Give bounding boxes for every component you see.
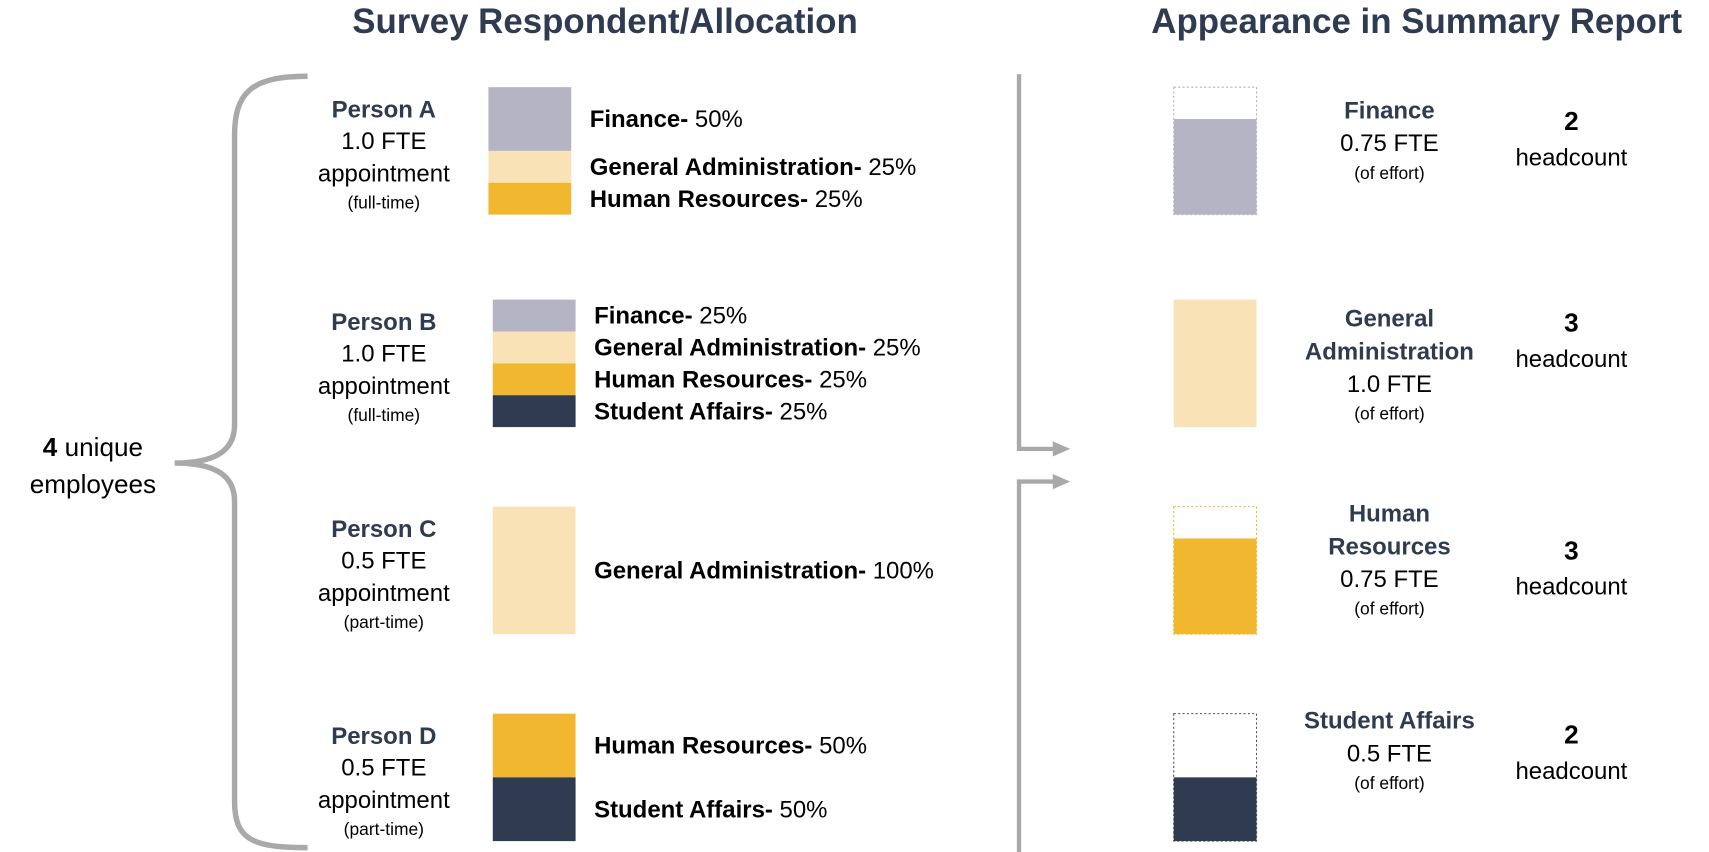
allocation-segment (492, 299, 576, 332)
percent: 25% (780, 399, 828, 426)
person-fte: 1.0 FTE (341, 341, 426, 368)
summary-note: (of effort) (1354, 773, 1424, 793)
percent: 50% (780, 797, 828, 824)
department: Human Resources- (594, 367, 812, 394)
connector (1016, 479, 1055, 852)
headcount-number: 2 (1564, 719, 1579, 749)
allocation-segment (492, 506, 576, 635)
percent: 25% (868, 154, 916, 181)
department-name: Administration (1305, 338, 1474, 365)
brace-label-2: employees (30, 469, 156, 499)
department: General Administration- (590, 154, 862, 181)
count: 4 (43, 432, 58, 462)
person-name: Person D (331, 723, 436, 750)
summary-fte: 0.5 FTE (1347, 740, 1432, 767)
headcount-number: 3 (1564, 308, 1579, 338)
person-name: Person B (331, 309, 436, 336)
allocation-label: Human Resources- 25% (590, 186, 863, 213)
capacity-outline (1173, 713, 1258, 842)
person-type: (full-time) (348, 192, 421, 212)
allocation-segment (488, 182, 572, 215)
person-type: (full-time) (348, 405, 421, 425)
summary-fte: 1.0 FTE (1347, 371, 1432, 398)
summary-note: (of effort) (1354, 599, 1424, 619)
department: Human Resources- (594, 733, 812, 760)
headcount-label: headcount (1515, 574, 1627, 601)
headcount-number: 2 (1564, 106, 1579, 136)
headcount-label: headcount (1515, 758, 1627, 785)
allocation-label: Finance- 50% (590, 107, 743, 134)
percent: 25% (819, 367, 867, 394)
right-title: Appearance in Summary Report (1151, 2, 1682, 41)
department-name: General (1345, 306, 1434, 333)
person-appointment: appointment (318, 373, 450, 400)
allocation-label: General Administration- 25% (590, 154, 917, 181)
person-fte: 1.0 FTE (341, 128, 426, 155)
arrowhead (1052, 441, 1071, 457)
headcount-number: 3 (1564, 535, 1579, 565)
allocation-label: Human Resources- 50% (594, 733, 867, 760)
allocation-segment (492, 777, 576, 842)
percent: 25% (873, 335, 921, 362)
allocation-label: General Administration- 25% (594, 335, 921, 362)
person-fte: 0.5 FTE (341, 548, 426, 575)
percent: 100% (873, 558, 934, 585)
department-name: Resources (1328, 533, 1451, 560)
summary-note: (of effort) (1354, 163, 1424, 183)
percent: 50% (819, 733, 867, 760)
department: Human Resources- (590, 186, 808, 213)
capacity-outline (1173, 506, 1258, 635)
person-appointment: appointment (318, 787, 450, 814)
connector (1016, 74, 1055, 452)
summary-bar (1173, 299, 1257, 428)
allocation-label: Human Resources- 25% (594, 367, 867, 394)
allocation-label: Student Affairs- 25% (594, 399, 827, 426)
percent: 25% (815, 186, 863, 213)
department-name: Human (1349, 501, 1430, 528)
department: Student Affairs- (594, 399, 773, 426)
summary-fte: 0.75 FTE (1340, 130, 1439, 157)
summary-bar (1173, 777, 1257, 842)
department-name: Student Affairs (1304, 708, 1475, 735)
department: General Administration- (594, 335, 866, 362)
person-appointment: appointment (318, 161, 450, 188)
left-title: Survey Respondent/Allocation (352, 2, 858, 41)
person-type: (part-time) (344, 612, 424, 632)
summary-bar (1173, 119, 1257, 215)
allocation-segment (492, 331, 576, 364)
allocation-segment (492, 395, 576, 428)
allocation-label: General Administration- 100% (594, 558, 934, 585)
percent: 50% (695, 107, 743, 134)
person-name: Person C (331, 516, 436, 543)
department-name: Finance (1344, 98, 1435, 125)
person-type: (part-time) (344, 819, 424, 839)
brace (174, 73, 308, 851)
person-fte: 0.5 FTE (341, 755, 426, 782)
allocation-segment (488, 150, 572, 183)
summary-note: (of effort) (1354, 404, 1424, 424)
headcount-label: headcount (1515, 144, 1627, 171)
allocation-segment (492, 363, 576, 396)
brace-label: 4 unique (43, 432, 143, 462)
allocation-label: Student Affairs- 50% (594, 797, 827, 824)
percent: 25% (699, 303, 747, 330)
allocation-segment (488, 87, 572, 151)
summary-bar (1173, 538, 1257, 635)
allocation-segment (492, 713, 576, 778)
department: Finance- (590, 107, 689, 134)
department: General Administration- (594, 558, 866, 585)
capacity-outline (1173, 86, 1258, 216)
allocation-label: Finance- 25% (594, 303, 747, 330)
department: Student Affairs- (594, 797, 773, 824)
person-name: Person A (332, 96, 436, 123)
summary-fte: 0.75 FTE (1340, 566, 1439, 593)
person-appointment: appointment (318, 580, 450, 607)
department: Finance- (594, 303, 693, 330)
count-text: unique (65, 432, 143, 462)
headcount-label: headcount (1515, 346, 1627, 373)
arrowhead (1052, 473, 1071, 490)
